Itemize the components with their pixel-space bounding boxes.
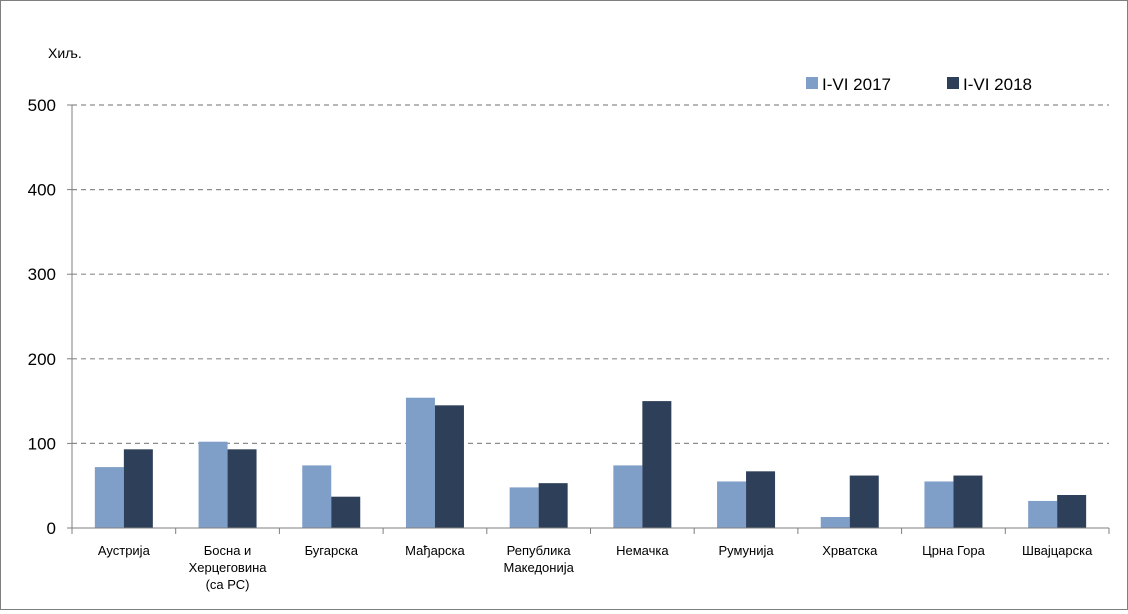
bars (94, 397, 1087, 528)
x-category-label: Република Македонија (503, 543, 574, 575)
bar-series-1-7 (820, 517, 850, 528)
y-tick-label: 200 (28, 350, 56, 369)
x-category-label-line: Швајцарска (1022, 543, 1093, 558)
bar-series-1-0 (94, 467, 124, 528)
x-category-label-line: Хрватска (822, 543, 878, 558)
bar-series-1-4 (509, 487, 539, 528)
y-tick-label: 500 (28, 96, 56, 115)
x-category-label: Аустрија (98, 543, 151, 558)
bar-series-2-6 (746, 471, 776, 528)
x-category-label-line: Црна Гора (922, 543, 985, 558)
bar-series-1-1 (198, 441, 228, 528)
axes (71, 105, 1110, 534)
x-category-label-line: Румунија (718, 543, 774, 558)
x-category-label: Мађарска (405, 543, 465, 558)
x-category-label: Црна Гора (922, 543, 985, 558)
bar-series-2-3 (434, 405, 464, 528)
bar-series-2-8 (953, 475, 983, 528)
x-category-label: Хрватска (822, 543, 878, 558)
x-category-label: Румунија (718, 543, 774, 558)
bar-series-2-7 (849, 475, 879, 528)
x-category-label-line: Босна и (204, 543, 252, 558)
y-tick-label: 300 (28, 265, 56, 284)
bar-series-1-3 (405, 397, 435, 528)
x-category-label-line: Република (507, 543, 572, 558)
x-category-label-line: Бугарска (305, 543, 359, 558)
gridlines (72, 104, 1109, 444)
y-tick-label: 400 (28, 181, 56, 200)
x-category-label-line: Мађарска (405, 543, 465, 558)
x-axis-labels: Аустрија Босна и Херцеговина (са РС) Бугарск… (98, 543, 1093, 592)
y-axis-ticks: 0 100 200 300 400 500 (28, 96, 72, 538)
x-category-label: Босна и Херцеговина (са РС) (189, 543, 268, 592)
bar-series-2-4 (538, 483, 568, 528)
legend-label-1: I-VI 2017 (822, 75, 891, 94)
x-category-label-line: Аустрија (98, 543, 151, 558)
bar-series-1-6 (717, 481, 747, 528)
legend-swatch-2 (947, 77, 959, 89)
y-tick-label: 100 (28, 434, 56, 453)
x-category-label-line: Херцеговина (189, 560, 268, 575)
x-category-label: Немачка (616, 543, 669, 558)
bar-series-2-1 (227, 449, 257, 528)
bar-series-1-2 (302, 465, 332, 528)
y-unit-label: Хиљ. (48, 45, 82, 61)
bar-series-2-2 (331, 496, 361, 528)
legend-label-2: I-VI 2018 (963, 75, 1032, 94)
bar-series-2-5 (642, 401, 672, 528)
bar-series-1-9 (1028, 500, 1058, 528)
x-category-label-line: Немачка (616, 543, 669, 558)
x-category-label: Швајцарска (1022, 543, 1093, 558)
bar-series-1-5 (613, 465, 643, 528)
bar-series-2-0 (123, 449, 153, 528)
bar-series-2-9 (1057, 495, 1087, 528)
legend-swatch-1 (806, 77, 818, 89)
legend: I-VI 2017 I-VI 2018 (806, 75, 1032, 94)
x-category-label-line: (са РС) (206, 577, 250, 592)
bar-series-1-8 (924, 481, 954, 528)
x-category-label: Бугарска (305, 543, 359, 558)
y-tick-label: 0 (47, 519, 56, 538)
x-category-label-line: Македонија (503, 560, 574, 575)
